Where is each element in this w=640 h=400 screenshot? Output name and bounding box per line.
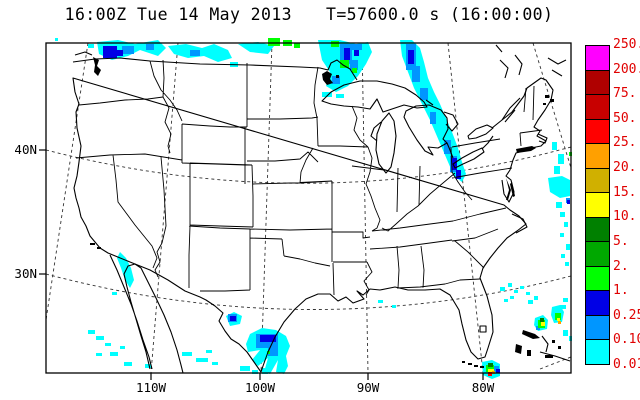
lon-label-80w: 80W [472,380,495,395]
figure-title: 16:00Z Tue 14 May 2013 T=57600.0 s (16:00… [0,5,618,24]
colorbar-label: 200. [613,61,640,77]
andros-island [515,344,522,354]
lat-label-40n: 40N [14,142,37,157]
colorbar-box [585,241,610,267]
islands-water-detail [90,57,561,368]
colorbar-label: 10. [613,209,637,225]
st-lawrence-river [501,97,521,123]
quebec-rivers [495,44,523,79]
colorbar-box [585,314,610,341]
channel-islands [90,243,95,245]
lake-okeechobee [479,325,487,333]
florida-keys [468,363,472,365]
eleuthera-island [541,335,549,353]
grand-bahama [522,330,540,339]
colorbar-label: 5. [613,233,629,249]
precip-color-scale [585,45,610,365]
colorbar-label: 25. [613,135,637,151]
meridian-90w [361,42,369,374]
great-lakes [321,80,494,174]
lake-ontario [467,124,494,140]
precip-red-layer [488,372,492,376]
colorbar-label: 20. [613,160,637,176]
colorbar-label: 1. [613,283,629,299]
state-boundaries [75,59,543,296]
lon-label-110w: 110W [136,380,167,395]
lake-huron [403,104,459,156]
lake-superior [321,80,428,113]
lon-label-100w: 100W [245,380,276,395]
maritimes-coast [547,57,567,77]
lake-erie [452,147,485,169]
mexico-baja-outline [109,254,184,374]
colorbar-box [585,143,610,169]
precip-yellow-layer [488,318,560,373]
colorbar-label: 250. [613,37,640,52]
colorbar-label: 2. [613,258,629,274]
lake-michigan [370,112,397,174]
colorbar-box [585,192,610,218]
colorbar-box [585,339,610,365]
lat-label-30n: 30N [14,266,37,281]
meridian-110w [150,42,179,374]
precip-blue-layer [103,46,570,373]
colorbar-box [585,290,610,316]
graticule [45,42,572,374]
coastline-borders [72,44,571,374]
meridian-80w [447,42,484,374]
lon-label-90w: 90W [357,380,380,395]
colorbar-label: 15. [613,184,637,200]
long-island [516,146,536,153]
colorbar-box [585,216,610,243]
outer-banks [511,213,528,234]
meridian-120w [45,42,89,321]
map-frame [45,42,572,374]
colorbar-box [585,45,610,71]
puget-sound [93,57,101,76]
meridian-70w [532,42,572,169]
colorbar-box [585,69,610,96]
colorbar-box [585,94,610,120]
precip-darkgreen-layer [488,318,544,367]
colorbar-box [585,167,610,194]
us-outline [72,57,554,373]
axis-labels: 40N 30N 110W 100W 90W 80W [14,142,494,395]
precip-scale-labels: 250. 200. 75. 50. 25. 20. 15. 10. 5. 2. 1. 0.25 0.10… [613,37,640,372]
colorbar-box [585,118,610,145]
colorbar-label: 0.01 [613,357,640,372]
parallel-40n [45,146,572,184]
parallel-30n [45,273,572,310]
cape-cod [537,133,548,144]
precip-orange-layer [492,321,561,374]
colorbar-label: 0.25 [613,307,640,323]
lake-of-the-woods [322,71,333,85]
colorbar-box [585,265,610,292]
chesapeake-bay [506,178,515,200]
title-model-time: T=57600.0 s (16:00:00) [326,5,554,24]
title-datetime: 16:00Z Tue 14 May 2013 [64,5,292,24]
cuba-north-coast [539,351,571,362]
maine-coast-islets [545,95,549,98]
colorbar-label: 75. [613,86,637,102]
parallel-25n-partial [539,356,572,370]
meridian-100w [260,42,273,374]
axis-ticks [39,149,484,380]
colorbar-label: 0.10 [613,332,640,348]
colorbar-label: 50. [613,110,637,126]
precip-cyan-layer [55,38,572,379]
precip-lightblue-layer [122,44,570,372]
vancouver-island-edge [74,51,93,56]
